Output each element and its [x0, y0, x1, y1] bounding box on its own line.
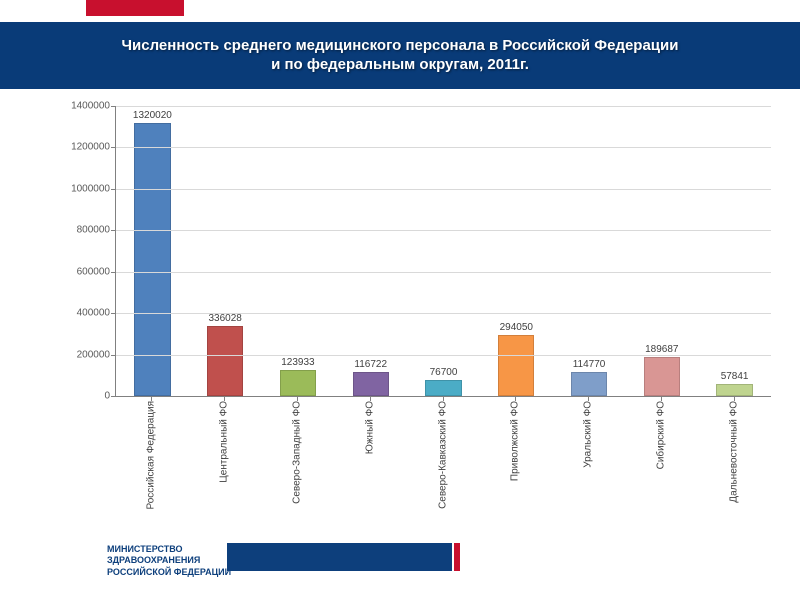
chart-bar-outline — [280, 370, 316, 396]
chart-bar: 123933 — [280, 370, 316, 396]
chart-ytick-label: 1000000 — [71, 183, 116, 194]
title-band: Численность среднего медицинского персон… — [0, 22, 800, 89]
chart-bar: 336028 — [207, 326, 243, 396]
chart-bar: 57841 — [716, 384, 752, 396]
chart-gridline — [116, 189, 771, 190]
chart-gridline — [116, 313, 771, 314]
chart-bar-outline — [425, 380, 461, 396]
chart-ytick-label: 1400000 — [71, 101, 116, 112]
chart-bar-outline — [353, 372, 389, 396]
footer: МИНИСТЕРСТВО ЗДРАВООХРАНЕНИЯ РОССИЙСКОЙ … — [97, 546, 705, 582]
chart-x-label: Уральский ФО — [583, 401, 594, 468]
chart-bar-value: 76700 — [430, 367, 458, 380]
footer-line3: РОССИЙСКОЙ ФЕДЕРАЦИИ — [107, 567, 231, 577]
chart-gridline — [116, 230, 771, 231]
chart-x-label: Центральный ФО — [219, 401, 230, 483]
chart-bar: 189687 — [644, 357, 680, 396]
chart-bar-outline — [571, 372, 607, 396]
title-line1: Численность среднего медицинского персон… — [122, 37, 679, 54]
chart-bars: 1320020 336028 123933 116722 76700 294050 1147… — [116, 106, 771, 396]
chart-bar-value: 336028 — [208, 313, 241, 326]
chart-ytick-label: 600000 — [77, 266, 116, 277]
chart-x-label: Северо-Кавказский ФО — [437, 401, 448, 509]
chart-x-label: Северо-Западный ФО — [291, 401, 302, 504]
header-accent — [86, 0, 184, 16]
chart-gridline — [116, 147, 771, 148]
chart-container: 1320020 336028 123933 116722 76700 294050 1147… — [50, 106, 770, 526]
chart-bar-outline — [207, 326, 243, 396]
chart-bar: 114770 — [571, 372, 607, 396]
chart-gridline — [116, 355, 771, 356]
chart-plot-area: 1320020 336028 123933 116722 76700 294050 1147… — [115, 106, 771, 397]
chart-bar: 76700 — [425, 380, 461, 396]
chart-bar-outline — [716, 384, 752, 396]
footer-blue-bar — [227, 543, 452, 571]
chart-gridline — [116, 106, 771, 107]
chart-gridline — [116, 272, 771, 273]
chart-ytick-label: 0 — [104, 391, 116, 402]
page-root: Численность среднего медицинского персон… — [0, 0, 800, 600]
title-line2: и по федеральным округам, 2011г. — [271, 56, 529, 73]
chart-bar-value: 116722 — [354, 359, 387, 372]
chart-bar-value: 114770 — [573, 359, 606, 372]
chart-bar-outline — [498, 335, 534, 396]
chart-ytick-label: 1200000 — [71, 142, 116, 153]
footer-ministry: МИНИСТЕРСТВО ЗДРАВООХРАНЕНИЯ РОССИЙСКОЙ … — [107, 544, 231, 578]
chart-bar: 294050 — [498, 335, 534, 396]
chart-ytick-label: 400000 — [77, 308, 116, 319]
chart-bar-value: 123933 — [281, 357, 314, 370]
page-title: Численность среднего медицинского персон… — [92, 37, 709, 75]
chart-ytick-label: 800000 — [77, 225, 116, 236]
chart-bar-outline — [644, 357, 680, 396]
chart-x-label: Российская Федерация — [146, 401, 157, 510]
footer-red-bar — [454, 543, 460, 571]
chart-x-label: Дальневосточный ФО — [728, 401, 739, 503]
chart-bar-value: 294050 — [500, 322, 533, 335]
footer-line1: МИНИСТЕРСТВО — [107, 544, 183, 554]
footer-line2: ЗДРАВООХРАНЕНИЯ — [107, 555, 200, 565]
chart-bar-value: 1320020 — [133, 110, 172, 123]
chart-x-label: Сибирский ФО — [655, 401, 666, 469]
chart-x-label: Приволжский ФО — [510, 401, 521, 481]
chart-bar: 116722 — [353, 372, 389, 396]
chart-bar-value: 57841 — [721, 371, 749, 384]
chart-x-label: Южный ФО — [364, 401, 375, 454]
chart-ytick-label: 200000 — [77, 349, 116, 360]
